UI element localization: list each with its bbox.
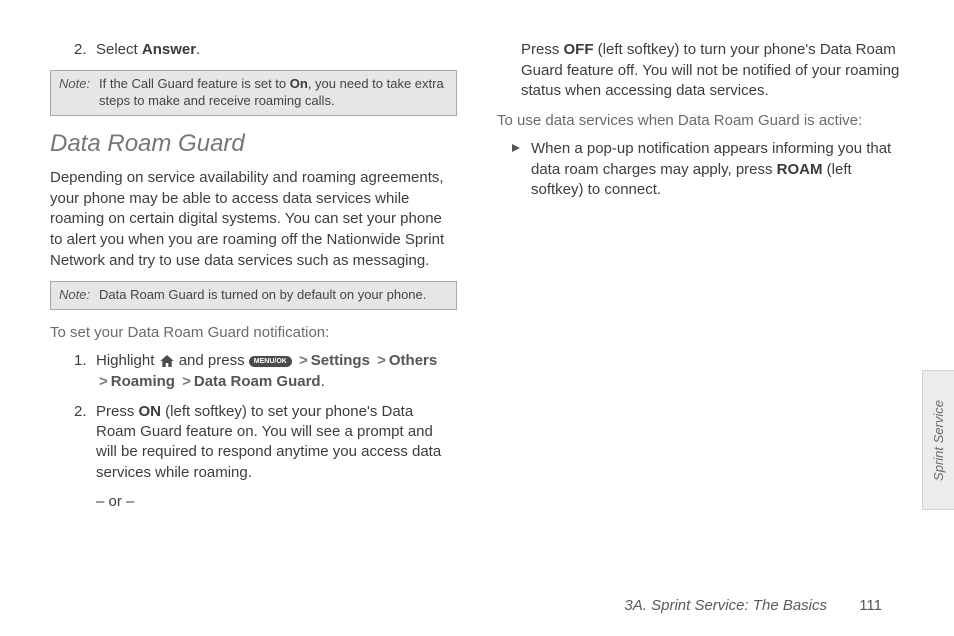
bold-text: Answer bbox=[142, 41, 196, 58]
subheading-use-data: To use data services when Data Roam Guar… bbox=[497, 112, 904, 129]
step-2-press-on: 2. Press ON (left softkey) to set your p… bbox=[50, 402, 457, 483]
right-column: Press OFF (left softkey) to turn your ph… bbox=[497, 40, 904, 570]
note-label: Note: bbox=[59, 76, 99, 110]
text: Highlight bbox=[96, 352, 159, 369]
side-tab-sprint-service: Sprint Service bbox=[922, 370, 954, 510]
crumb-data-roam-guard: Data Roam Guard bbox=[194, 373, 321, 390]
crumb-others: Others bbox=[389, 352, 437, 369]
paragraph-intro: Depending on service availability and ro… bbox=[50, 168, 457, 271]
chevron-icon: > bbox=[96, 373, 111, 390]
note-call-guard: Note: If the Call Guard feature is set t… bbox=[50, 70, 457, 116]
chevron-icon: > bbox=[296, 352, 311, 369]
or-divider: – or – bbox=[72, 493, 457, 510]
bold-text: OFF bbox=[564, 41, 594, 58]
note-body: If the Call Guard feature is set to On, … bbox=[99, 76, 448, 110]
footer-section: 3A. Sprint Service: The Basics bbox=[624, 597, 827, 614]
text: Press bbox=[96, 403, 139, 420]
step-body: Select Answer. bbox=[96, 40, 457, 60]
text: . bbox=[196, 41, 200, 58]
step-body: Highlight and press MENU/OK >Settings >O… bbox=[96, 351, 457, 392]
bold-text: On bbox=[290, 76, 308, 91]
note-label: Note: bbox=[59, 287, 99, 304]
paragraph-press-off: Press OFF (left softkey) to turn your ph… bbox=[497, 40, 904, 102]
note-body: Data Roam Guard is turned on by default … bbox=[99, 287, 448, 304]
step-body: Press ON (left softkey) to set your phon… bbox=[96, 402, 457, 483]
bold-text: ROAM bbox=[777, 161, 823, 178]
bullet-roam: When a pop-up notification appears infor… bbox=[511, 139, 904, 201]
triangle-bullet-icon bbox=[511, 139, 531, 201]
page-number: 111 bbox=[859, 597, 882, 614]
bold-text: ON bbox=[139, 403, 162, 420]
subheading-set-notification: To set your Data Roam Guard notification… bbox=[50, 324, 457, 341]
menu-ok-icon: MENU/OK bbox=[249, 356, 292, 367]
step-number: 1. bbox=[74, 351, 96, 392]
step-number: 2. bbox=[74, 40, 96, 60]
text: Select bbox=[96, 41, 142, 58]
bullet-body: When a pop-up notification appears infor… bbox=[531, 139, 904, 201]
crumb-roaming: Roaming bbox=[111, 373, 175, 390]
two-column-layout: 2. Select Answer. Note: If the Call Guar… bbox=[50, 40, 904, 570]
step-1-highlight: 1. Highlight and press MENU/OK >Settings… bbox=[50, 351, 457, 392]
chevron-icon: > bbox=[179, 373, 194, 390]
text: and press bbox=[179, 352, 249, 369]
heading-data-roam-guard: Data Roam Guard bbox=[50, 130, 457, 158]
home-icon bbox=[159, 353, 175, 369]
text: Press bbox=[521, 41, 564, 58]
text: If the Call Guard feature is set to bbox=[99, 76, 290, 91]
manual-page: 2. Select Answer. Note: If the Call Guar… bbox=[0, 0, 954, 636]
chevron-icon: > bbox=[374, 352, 389, 369]
step-select-answer: 2. Select Answer. bbox=[50, 40, 457, 60]
note-default-on: Note: Data Roam Guard is turned on by de… bbox=[50, 281, 457, 310]
left-column: 2. Select Answer. Note: If the Call Guar… bbox=[50, 40, 457, 570]
page-footer: 3A. Sprint Service: The Basics 111 bbox=[624, 597, 882, 614]
step-number: 2. bbox=[74, 402, 96, 483]
text: . bbox=[321, 373, 325, 390]
crumb-settings: Settings bbox=[311, 352, 370, 369]
side-tab-label: Sprint Service bbox=[931, 400, 946, 481]
